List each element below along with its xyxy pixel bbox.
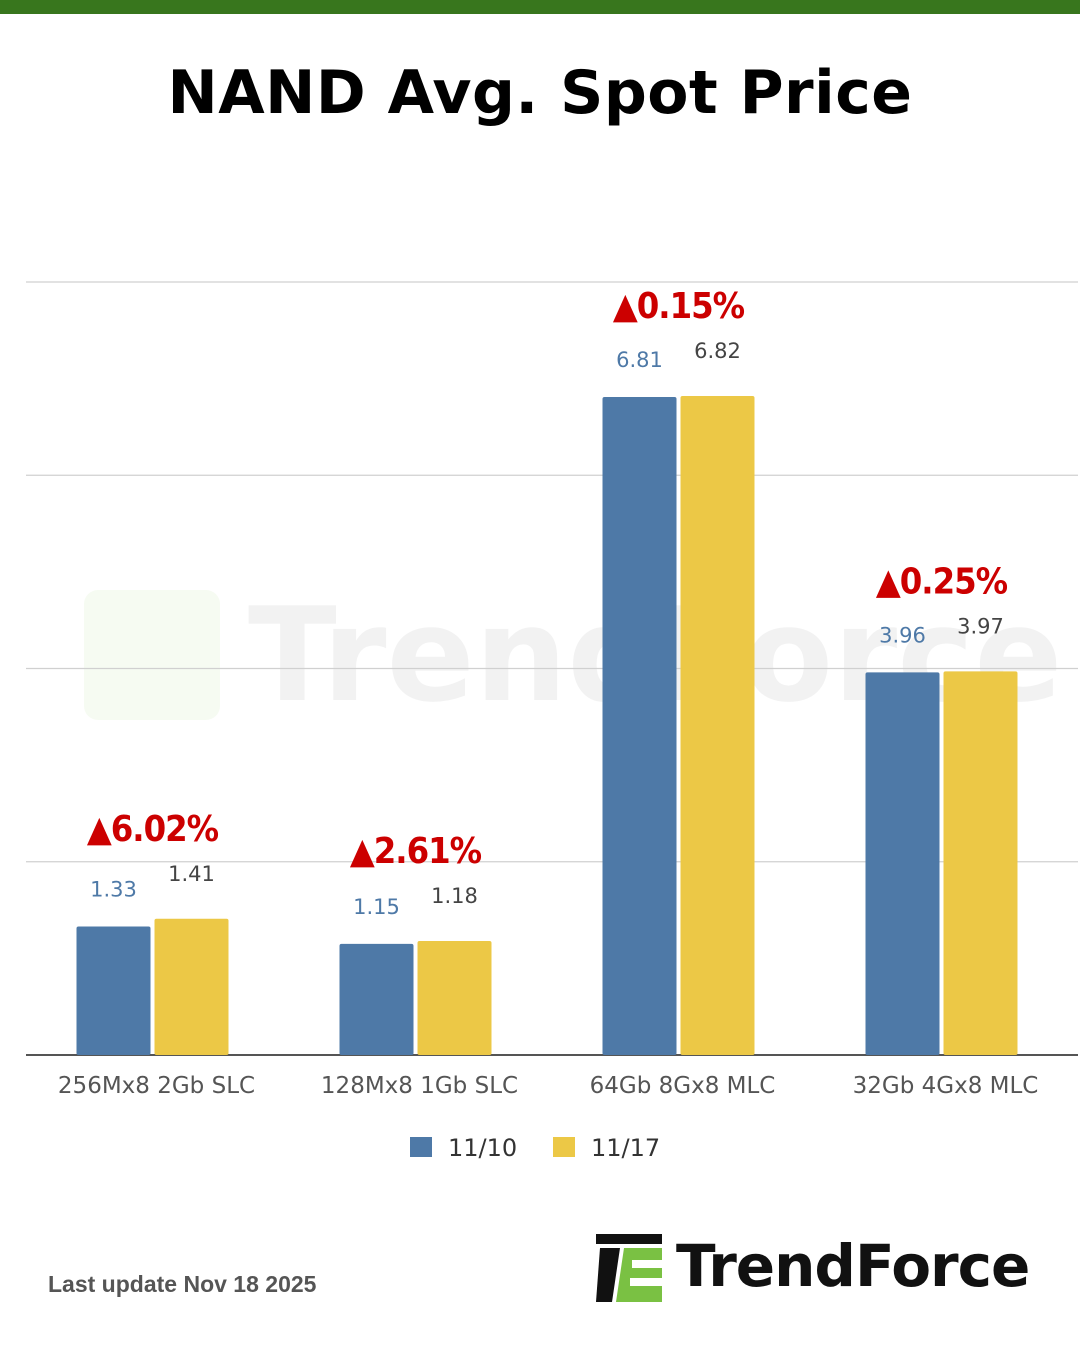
bar-series1 — [602, 396, 677, 1055]
last-update-text: Last update Nov 18 2025 — [48, 1271, 317, 1297]
x-tick-label: 32Gb 4Gx8 MLC — [853, 1073, 1039, 1099]
x-tick-label: 128Mx8 1Gb SLC — [321, 1073, 518, 1099]
bar-series2 — [154, 918, 229, 1055]
bar-series1 — [339, 943, 414, 1055]
trendforce-logo-icon — [596, 1234, 662, 1302]
bar-series2 — [417, 940, 492, 1055]
data-label: 1.15 — [353, 895, 400, 919]
watermark-logo — [84, 590, 220, 720]
data-label: 1.41 — [168, 862, 215, 886]
change-annotation: ▲6.02% — [87, 809, 219, 850]
data-label: 1.18 — [431, 884, 478, 908]
legend-label: 11/10 — [448, 1134, 517, 1162]
bar-series2 — [680, 396, 755, 1056]
legend-swatch — [410, 1137, 432, 1157]
brand-name: TrendForce — [676, 1232, 1030, 1300]
x-tick-label: 256Mx8 2Gb SLC — [58, 1073, 255, 1099]
bar-series1 — [76, 926, 151, 1055]
data-label: 3.97 — [957, 614, 1004, 638]
legend-swatch — [553, 1137, 575, 1157]
change-annotation: ▲2.61% — [350, 831, 482, 872]
chart-title: NAND Avg. Spot Price — [167, 58, 913, 128]
change-annotation: ▲0.25% — [876, 561, 1008, 602]
data-label: 6.82 — [694, 339, 741, 363]
x-tick-label: 64Gb 8Gx8 MLC — [590, 1073, 776, 1099]
bar-chart: TrendForce1.331.41▲6.02%256Mx8 2Gb SLC1.… — [26, 281, 1078, 1162]
change-annotation: ▲0.15% — [613, 286, 745, 327]
bar-series2 — [943, 671, 1018, 1055]
data-label: 1.33 — [90, 877, 137, 901]
data-label: 3.96 — [879, 623, 926, 647]
legend-label: 11/17 — [591, 1134, 660, 1162]
top-accent-bar — [0, 0, 1080, 14]
bar-series1 — [865, 672, 940, 1055]
data-label: 6.81 — [616, 348, 663, 372]
